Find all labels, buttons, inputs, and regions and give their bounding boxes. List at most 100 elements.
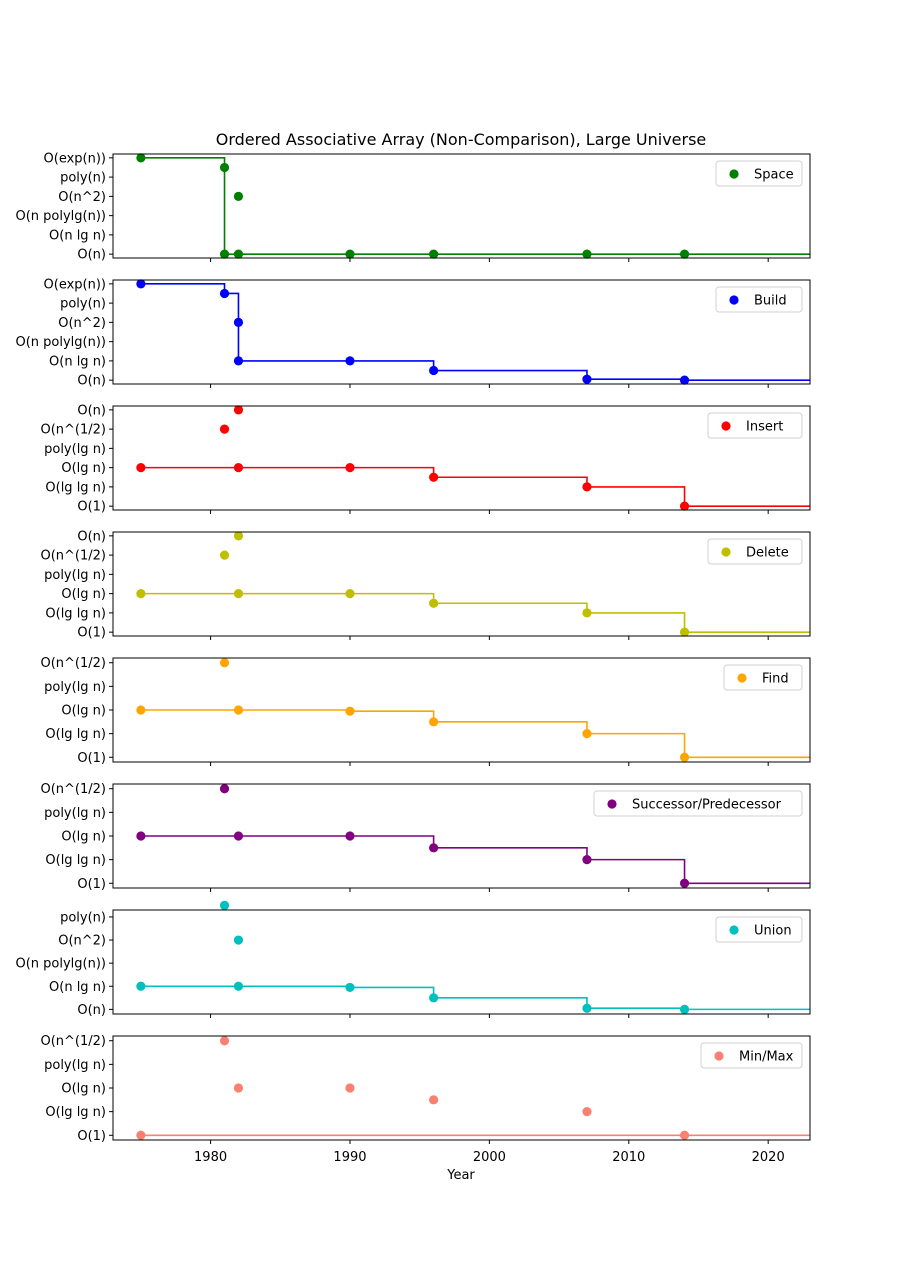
x-axis-label: Year xyxy=(446,1168,475,1183)
legend: Build xyxy=(715,286,803,313)
series-line xyxy=(140,709,810,759)
data-point xyxy=(429,249,439,259)
y-tick-label: poly(lg n) xyxy=(44,568,106,583)
y-tick-label: poly(lg n) xyxy=(44,680,106,695)
y-tick-label: O(n^(1/2) xyxy=(40,549,106,564)
axes-frame xyxy=(112,909,811,1015)
data-point xyxy=(233,705,244,715)
y-tick-label: O(exp(n)) xyxy=(44,151,106,166)
data-point xyxy=(233,317,244,327)
data-point xyxy=(219,288,230,299)
data-point xyxy=(345,1083,355,1093)
legend-label: Find xyxy=(762,672,789,687)
y-tick-label: O(1) xyxy=(77,1129,106,1144)
data-point xyxy=(233,405,244,415)
legend-box xyxy=(700,1042,803,1069)
y-tick-label: O(n^(1/2) xyxy=(40,1034,106,1049)
data-point xyxy=(219,550,230,560)
y-tick-label: O(n^2) xyxy=(58,316,106,331)
data-point xyxy=(582,1107,592,1117)
data-point xyxy=(233,935,244,945)
y-tick-label: O(1) xyxy=(77,877,106,892)
legend-label: Space xyxy=(754,168,794,183)
y-tick-label: O(n^(1/2) xyxy=(40,423,106,438)
panel-build: O(n) O(n lg n) O(n polylg(n)) O(n^2) poly(n)… xyxy=(15,277,811,389)
data-point xyxy=(219,162,230,173)
legend: Min/Max xyxy=(700,1042,803,1069)
data-point xyxy=(219,249,230,259)
data-point xyxy=(345,706,355,716)
axes-frame xyxy=(112,405,811,511)
y-tick-label: O(1) xyxy=(77,626,106,641)
panel-delete: O(1) O(lg lg n) O(lg n) poly(lg n) O(n^(1/2)… xyxy=(40,529,811,641)
legend-box xyxy=(723,664,803,691)
legend-label: Delete xyxy=(746,546,789,561)
data-point xyxy=(429,598,439,608)
y-tick-label: poly(lg n) xyxy=(44,806,106,821)
y-tick-label: poly(lg n) xyxy=(44,1058,106,1073)
data-point xyxy=(233,981,244,991)
legend-box xyxy=(707,412,803,439)
legend-label: Successor/Predecessor xyxy=(632,798,782,813)
data-point xyxy=(345,589,355,599)
legend: Insert xyxy=(707,412,803,439)
data-point xyxy=(233,356,244,366)
legend-box xyxy=(593,790,803,817)
data-point xyxy=(136,831,146,841)
data-point xyxy=(233,463,244,473)
y-tick-label: O(lg lg n) xyxy=(45,727,106,742)
data-point xyxy=(582,249,592,259)
y-tick-label: O(n) xyxy=(77,1003,106,1018)
x-tick-label: 1980 xyxy=(194,1150,227,1165)
data-point xyxy=(679,501,690,511)
data-point xyxy=(136,279,146,289)
x-axis: 1980 1990 2000 2010 2020 xyxy=(194,1150,785,1165)
y-tick-label: O(lg n) xyxy=(61,461,106,476)
data-point xyxy=(429,843,439,853)
panel-union: O(n) O(n lg n) O(n polylg(n)) O(n^2) poly(n)… xyxy=(15,900,811,1018)
legend: Successor/Predecessor xyxy=(593,790,803,817)
data-point xyxy=(679,1004,690,1014)
y-tick-label: O(lg n) xyxy=(61,587,106,602)
legend-marker xyxy=(729,295,739,305)
data-point xyxy=(582,729,592,739)
panel-find: O(1) O(lg lg n) O(lg n) poly(lg n) O(n^(1/2)… xyxy=(40,656,811,766)
data-point xyxy=(429,1095,439,1105)
data-point xyxy=(136,1130,146,1140)
data-point xyxy=(219,424,230,434)
y-tick-label: poly(n) xyxy=(60,910,106,925)
y-tick-label: O(n lg n) xyxy=(49,354,106,369)
legend-label: Union xyxy=(754,924,792,939)
data-point xyxy=(136,705,146,715)
data-point xyxy=(345,356,355,366)
legend: Find xyxy=(723,664,803,691)
y-tick-label: O(n) xyxy=(77,374,106,389)
legend-marker xyxy=(729,169,739,179)
legend-box xyxy=(715,160,803,187)
x-tick-label: 2010 xyxy=(612,1150,645,1165)
legend: Union xyxy=(715,916,803,943)
legend-box xyxy=(715,916,803,943)
y-tick-label: O(n) xyxy=(77,403,106,418)
data-point xyxy=(345,831,355,841)
panel-space: O(n) O(n lg n) O(n polylg(n)) O(n^2) poly(n)… xyxy=(15,151,811,263)
y-tick-label: poly(n) xyxy=(60,297,106,312)
data-point xyxy=(233,191,244,201)
y-tick-label: O(n polylg(n)) xyxy=(15,335,106,350)
data-point xyxy=(679,627,690,637)
legend-label: Build xyxy=(754,294,787,309)
series-line xyxy=(140,157,810,255)
series-line xyxy=(140,835,810,885)
data-point xyxy=(582,482,592,492)
y-tick-label: O(n lg n) xyxy=(49,980,106,995)
chart-title: Ordered Associative Array (Non-Compariso… xyxy=(216,130,707,149)
data-point xyxy=(429,717,439,727)
data-point xyxy=(136,153,146,163)
y-tick-label: O(n^2) xyxy=(58,934,106,949)
y-tick-label: O(n^2) xyxy=(58,190,106,205)
y-tick-label: O(1) xyxy=(77,500,106,515)
data-point xyxy=(582,608,592,618)
y-tick-label: O(n polylg(n)) xyxy=(15,957,106,972)
legend-label: Insert xyxy=(746,420,783,435)
